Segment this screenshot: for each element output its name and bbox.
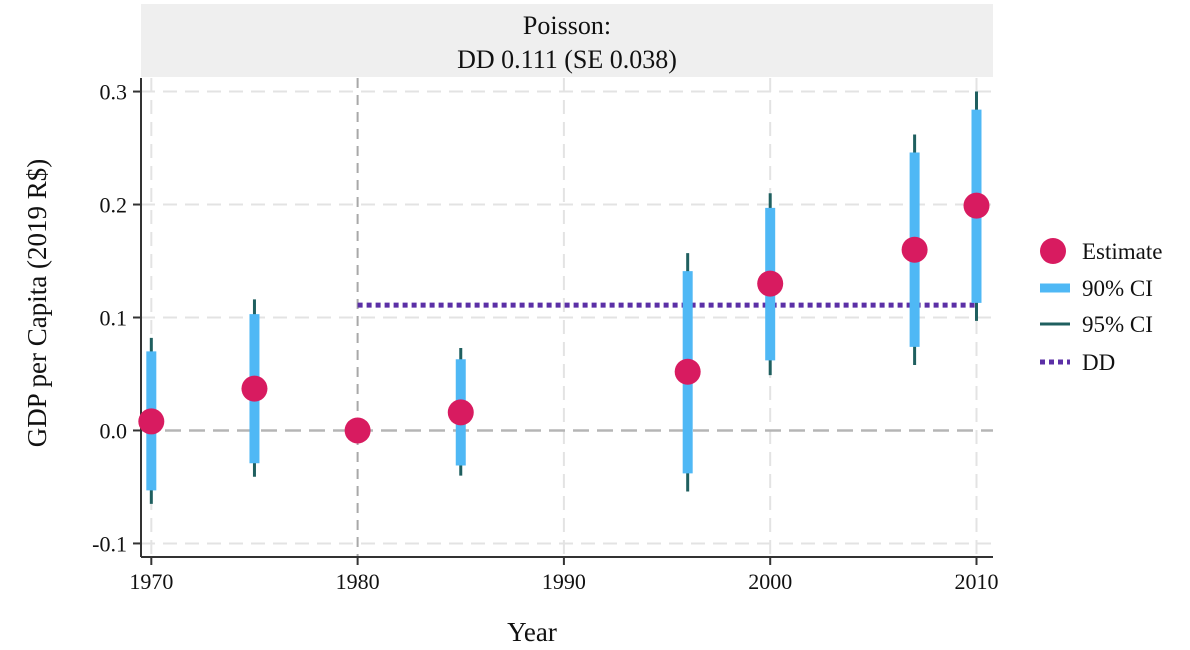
legend: Estimate 90% CI 95% CI DD <box>1040 238 1162 375</box>
x-tick-label: 1990 <box>542 569 586 594</box>
estimate-point <box>674 358 701 385</box>
point-layer <box>138 192 990 444</box>
panel-header-background <box>141 4 993 77</box>
estimate-point <box>241 375 268 402</box>
panel-title-line-1: Poisson: <box>523 11 611 40</box>
estimate-point <box>757 270 784 297</box>
legend-estimate-symbol <box>1040 238 1066 264</box>
legend-label-estimate: Estimate <box>1082 239 1162 264</box>
x-tick-label: 1980 <box>336 569 380 594</box>
x-axis-label: Year <box>507 617 557 647</box>
panel-header: Poisson: DD 0.111 (SE 0.038) <box>141 4 993 77</box>
x-tick-label: 2010 <box>954 569 998 594</box>
legend-label-ci95: 95% CI <box>1082 312 1153 337</box>
y-tick-label: 0.2 <box>100 193 128 218</box>
estimate-point <box>138 408 165 435</box>
axes <box>133 78 993 565</box>
estimate-point <box>963 192 990 219</box>
y-tick-label: -0.1 <box>92 531 127 556</box>
y-tick-label: 0.3 <box>100 80 128 105</box>
tick-labels: -0.1 0.0 0.1 0.2 0.3 1970 1980 1990 2000 2010 <box>92 80 998 594</box>
y-tick-label: 0.0 <box>100 418 128 443</box>
grid <box>141 78 993 557</box>
y-axis-label: GDP per Capita (2019 R$) <box>22 159 52 447</box>
x-tick-label: 2000 <box>748 569 792 594</box>
x-tick-label: 1970 <box>129 569 173 594</box>
legend-label-ci90: 90% CI <box>1082 276 1153 301</box>
reference-lines <box>141 78 993 557</box>
estimate-point <box>447 399 474 426</box>
panel-title-line-2: DD 0.111 (SE 0.038) <box>457 45 677 74</box>
y-tick-label: 0.1 <box>100 306 128 331</box>
estimate-point <box>344 417 371 444</box>
estimate-point <box>901 236 928 263</box>
legend-label-dd: DD <box>1082 350 1115 375</box>
